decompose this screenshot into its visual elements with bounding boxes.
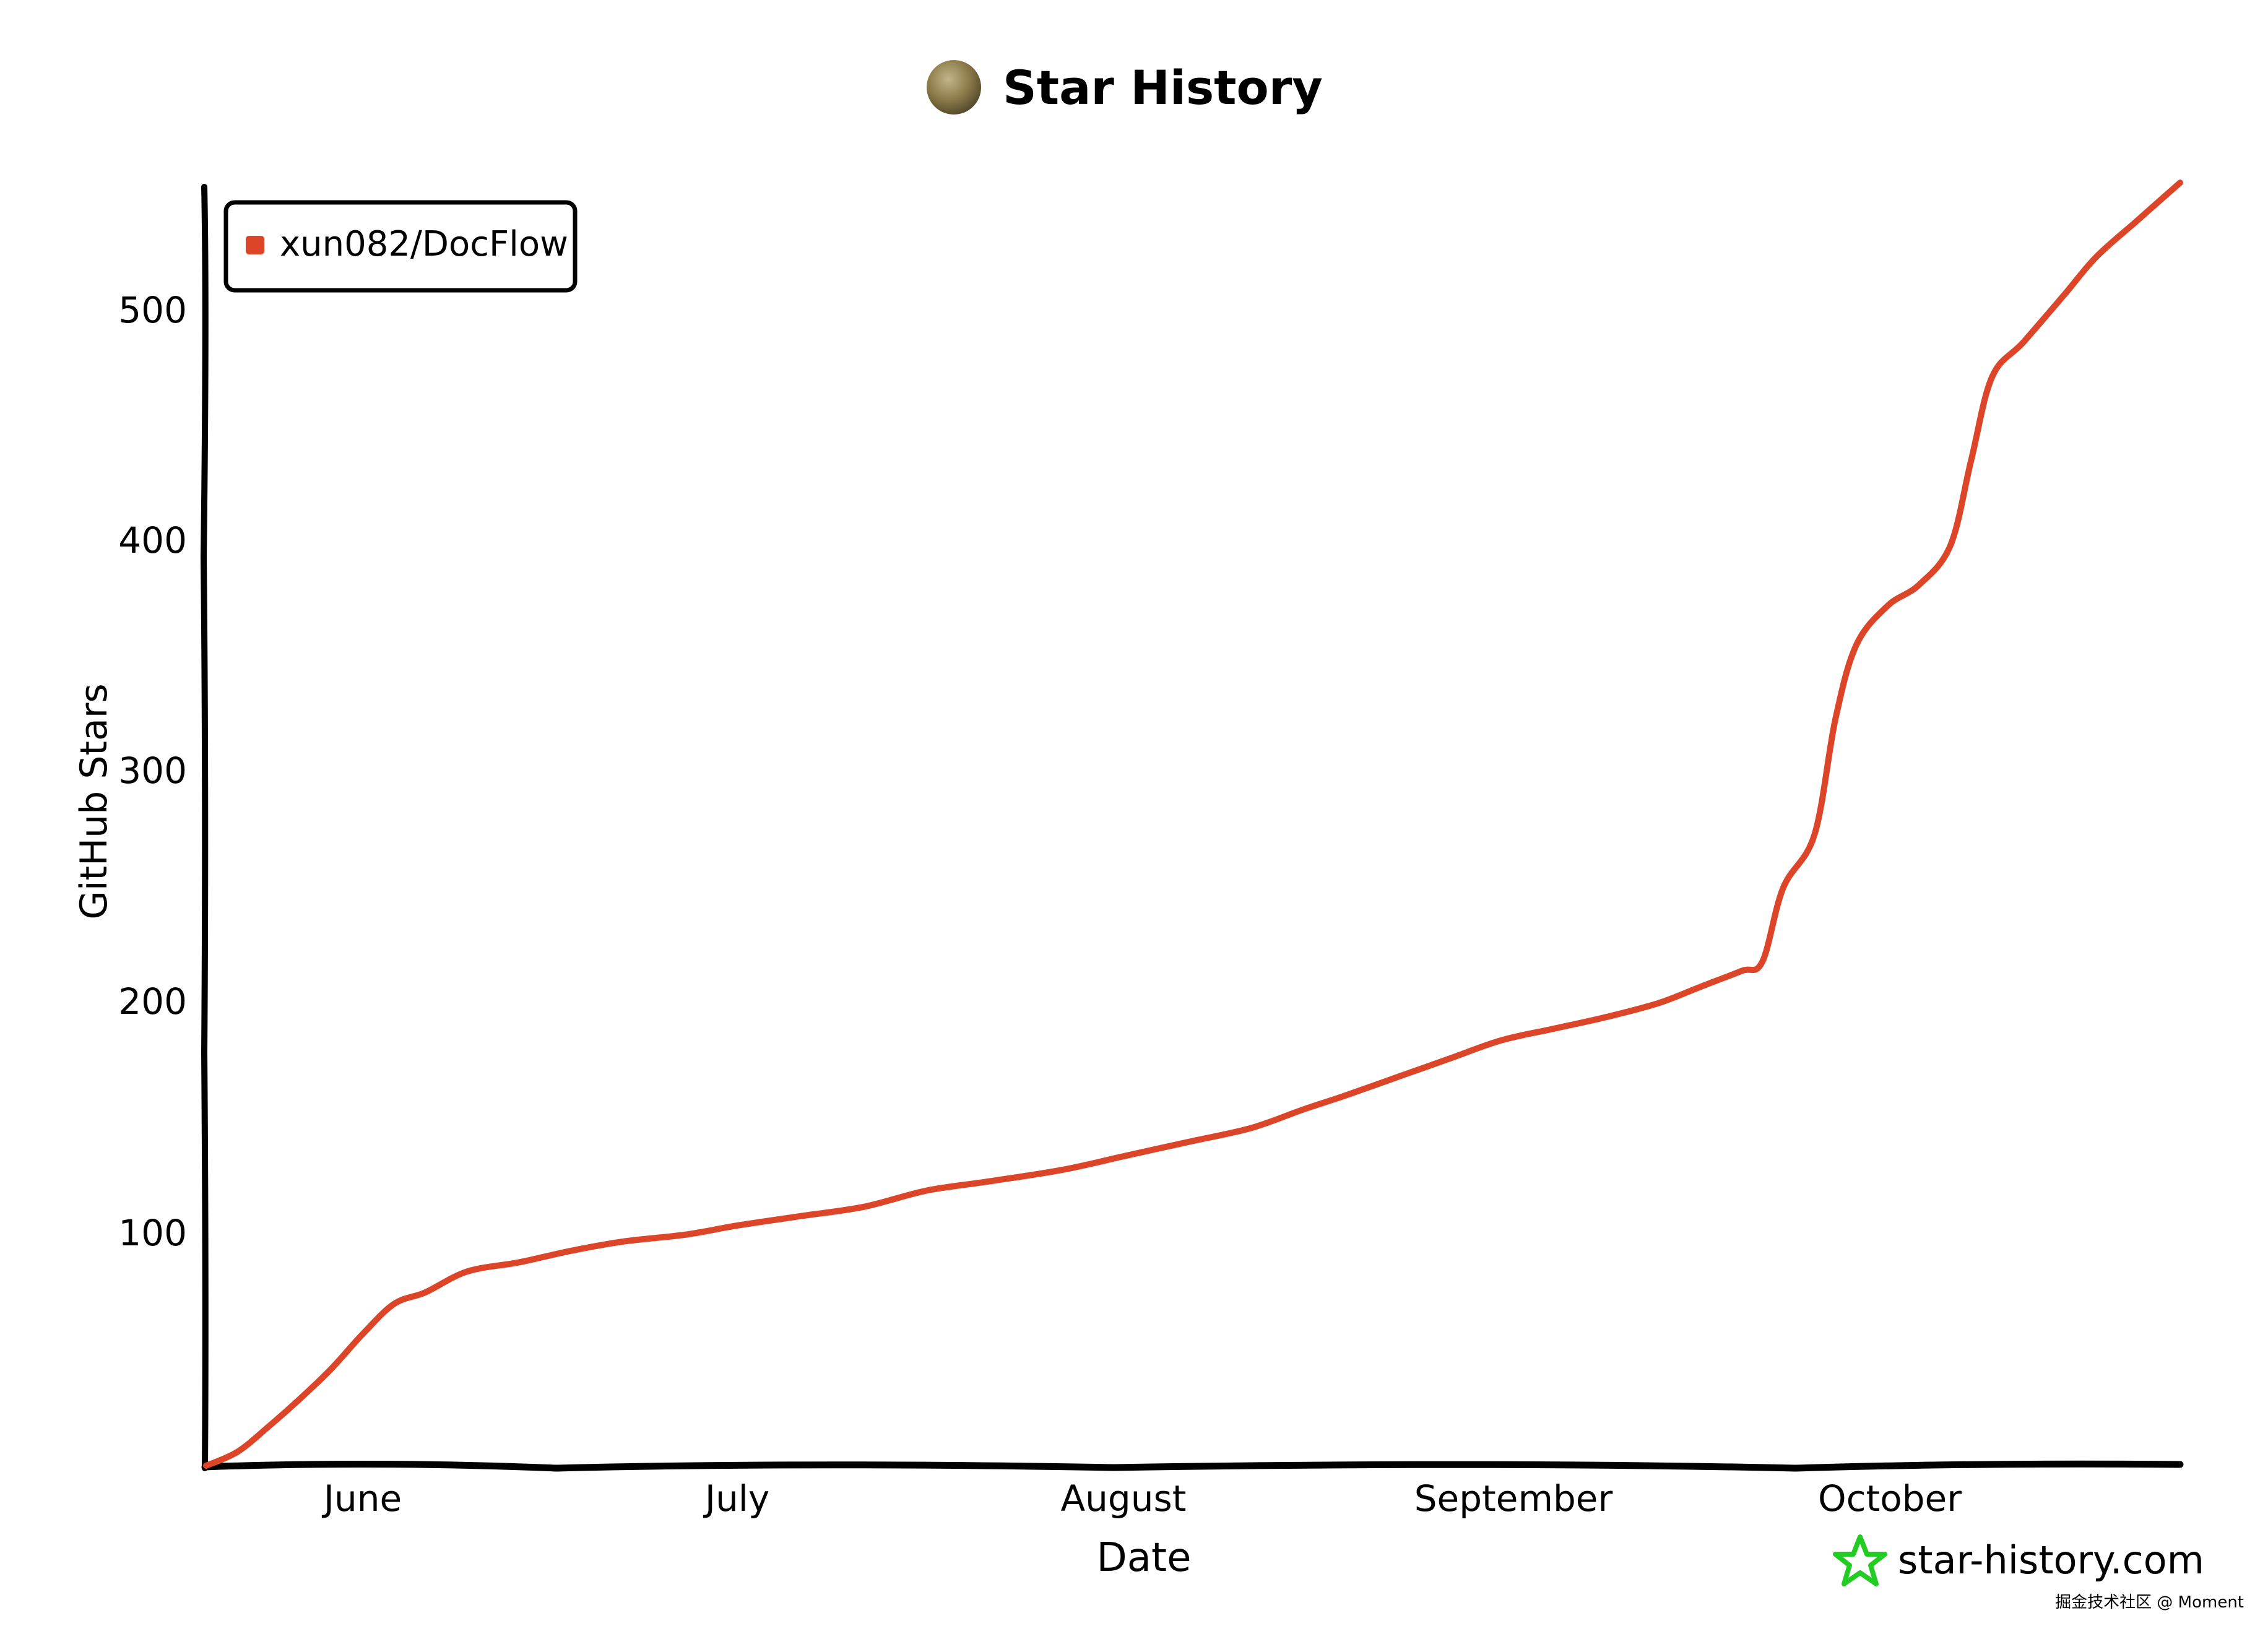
y-tick-label-300: 300 — [118, 750, 187, 792]
y-tick-label-100: 100 — [118, 1212, 187, 1254]
axes — [200, 184, 2184, 1472]
y-tick-label-200: 200 — [118, 980, 187, 1023]
y-tick-labels: 100 200 300 400 500 — [118, 289, 187, 1254]
y-tick-label-500: 500 — [118, 289, 187, 331]
x-tick-labels: June July August September October — [322, 1477, 1962, 1520]
series-layer — [203, 179, 2183, 1469]
x-tick-label-june: June — [322, 1477, 402, 1520]
chart-title-group: Star History — [927, 60, 1323, 115]
x-tick-label-september: September — [1414, 1477, 1613, 1520]
legend-swatch — [246, 236, 264, 254]
series-line-0 — [203, 179, 2183, 1469]
legend-entry-label: xun082/DocFlow — [280, 224, 568, 264]
brand-text: star-history.com — [1898, 1537, 2204, 1583]
y-axis-title: GitHub Stars — [72, 683, 116, 919]
repo-avatar-icon — [927, 60, 981, 115]
brand-footer: star-history.com 掘金技术社区 @ Moment — [1833, 1534, 2244, 1612]
y-tick-label-400: 400 — [118, 519, 187, 561]
chart-title: Star History — [1003, 60, 1323, 115]
x-axis-line — [201, 1460, 2184, 1472]
x-axis-title: Date — [1097, 1535, 1192, 1581]
x-tick-label-october: October — [1818, 1477, 1962, 1520]
legend: xun082/DocFlow — [223, 200, 578, 293]
y-axis-line — [200, 184, 209, 1471]
x-tick-label-july: July — [703, 1477, 769, 1520]
x-tick-label-august: August — [1061, 1477, 1187, 1520]
legend-box — [223, 200, 578, 293]
star-history-logo-icon — [1833, 1534, 1887, 1586]
watermark-text: 掘金技术社区 @ Moment — [2055, 1593, 2244, 1612]
